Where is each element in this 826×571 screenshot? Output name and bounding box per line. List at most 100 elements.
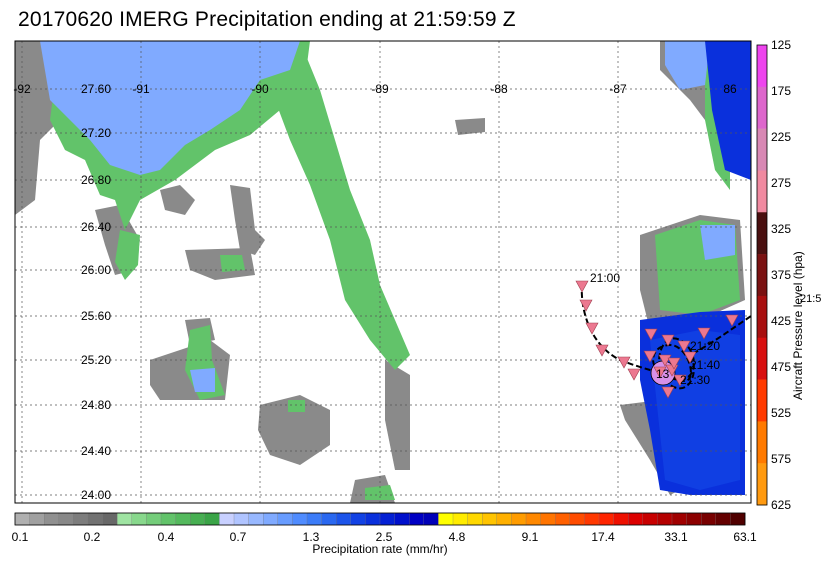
precip-color-swatch [87, 512, 104, 526]
pressure-colorbar-label: 525 [771, 406, 791, 420]
track-label-2100: 21:00 [590, 271, 620, 285]
waypoint-marker [697, 327, 711, 340]
precip-color-swatch [350, 512, 366, 526]
precip-color-swatch [671, 512, 688, 526]
pressure-color-swatch [757, 463, 767, 506]
plot-frame [14, 40, 752, 504]
lon-tick-label: -89 [371, 82, 389, 96]
light-rain-area [160, 185, 195, 215]
pressure-color-swatch [757, 128, 767, 171]
waypoint-marker [595, 344, 609, 357]
waypoint-marker [653, 366, 667, 379]
precip-color-swatch [598, 512, 615, 526]
heavy-rain-area [190, 368, 215, 392]
lon-tick-label: -90 [251, 82, 269, 96]
precip-color-swatch [511, 512, 527, 526]
pressure-color-swatch [757, 170, 767, 213]
precip-color-swatch [365, 512, 381, 526]
precip-colorbar-title: Precipitation rate (mm/hr) [312, 542, 447, 556]
precip-color-swatch [584, 512, 600, 526]
pressure-color-swatch [757, 212, 767, 255]
pressure-colorbar-label: 275 [771, 176, 791, 190]
pressure-color-swatch [757, 295, 767, 339]
lon-tick-label: -92 [13, 82, 31, 96]
precip-color-swatch [117, 512, 133, 526]
precip-color-swatch [73, 512, 89, 526]
precip-color-swatch [190, 512, 206, 526]
flight-waypoints [575, 280, 739, 399]
waypoint-marker [661, 334, 675, 347]
pressure-colorbar-label: 575 [771, 452, 791, 466]
lat-tick-label: 26.00 [81, 263, 111, 277]
heavy-rain-area [665, 41, 710, 90]
lat-tick-label: 24.40 [81, 444, 111, 458]
waypoint-marker [725, 314, 739, 327]
lat-tick-label: 27.20 [81, 126, 111, 140]
precip-color-swatch [730, 512, 746, 526]
precip-color-swatch [438, 512, 454, 526]
pressure-colorbar-label: 425 [771, 314, 791, 328]
flight-track [575, 280, 751, 399]
precip-colorbar-label: 33.1 [664, 530, 688, 544]
center-marker-label: 13 [656, 367, 670, 381]
precip-color-swatch [219, 512, 235, 526]
precip-color-swatch [657, 512, 673, 526]
lat-tick-label: 25.20 [81, 353, 111, 367]
precip-color-swatch [409, 512, 425, 526]
heavy-rain-area [700, 225, 735, 260]
pressure-color-swatch [757, 337, 767, 380]
precip-colorbar-label: 9.1 [522, 530, 539, 544]
precip-color-swatch [160, 512, 177, 526]
precip-color-swatch [642, 512, 658, 526]
lon-tick-label: -88 [490, 82, 508, 96]
precip-color-swatch [555, 512, 571, 526]
precip-color-swatch [701, 512, 717, 526]
pressure-colorbar-label: 625 [771, 498, 791, 512]
light-rain-area [230, 185, 265, 255]
intense-rain-area [705, 41, 751, 180]
waypoint-marker [579, 299, 593, 312]
precip-color-swatch [613, 512, 629, 526]
track-label-2130: 21:30 [680, 373, 710, 387]
precip-color-swatch [44, 512, 60, 526]
precip-color-swatch [14, 512, 31, 526]
precip-color-swatch [292, 512, 308, 526]
waypoint-marker [683, 351, 697, 364]
waypoint-marker [661, 386, 675, 399]
edge-track-label: 21:5 [800, 293, 821, 305]
precip-color-swatch [482, 512, 498, 526]
precip-color-swatch [452, 512, 469, 526]
precip-color-swatch [379, 512, 396, 526]
pressure-colorbar-label: 175 [771, 84, 791, 98]
precip-color-swatch [29, 512, 45, 526]
pressure-colorbar-label: 325 [771, 222, 791, 236]
waypoint-marker [627, 368, 641, 381]
precip-color-swatch [540, 512, 556, 526]
precip-color-swatch [628, 512, 644, 526]
map-grid [15, 41, 751, 503]
pressure-color-swatch [757, 254, 767, 297]
flight-track-line [580, 282, 751, 390]
precip-colorbar-label: 63.1 [733, 530, 757, 544]
pressure-color-swatch [757, 86, 767, 129]
precip-color-swatch [204, 512, 220, 526]
pressure-colorbar-label: 375 [771, 268, 791, 282]
precip-color-swatch [715, 512, 731, 526]
waypoint-marker [677, 340, 691, 353]
longitude-labels: -92 -91 -90 -89 -88 -87 86 [13, 82, 737, 96]
precip-colorbar-label: 1.3 [303, 530, 320, 544]
precip-colorbar-label: 0.1 [12, 530, 29, 544]
precip-color-swatch [131, 512, 147, 526]
precip-color-swatch [686, 512, 702, 526]
pressure-color-swatch [757, 379, 767, 422]
precip-color-swatch [277, 512, 293, 526]
lat-tick-label: 26.40 [81, 220, 111, 234]
light-rain-area [385, 360, 410, 470]
moderate-rain-area [115, 230, 140, 280]
precip-color-swatch [248, 512, 264, 526]
pressure-colorbar-label: 125 [771, 38, 791, 52]
lat-tick-label: 25.60 [81, 309, 111, 323]
moderate-rain-area [220, 255, 245, 272]
lat-tick-label: 24.80 [81, 398, 111, 412]
